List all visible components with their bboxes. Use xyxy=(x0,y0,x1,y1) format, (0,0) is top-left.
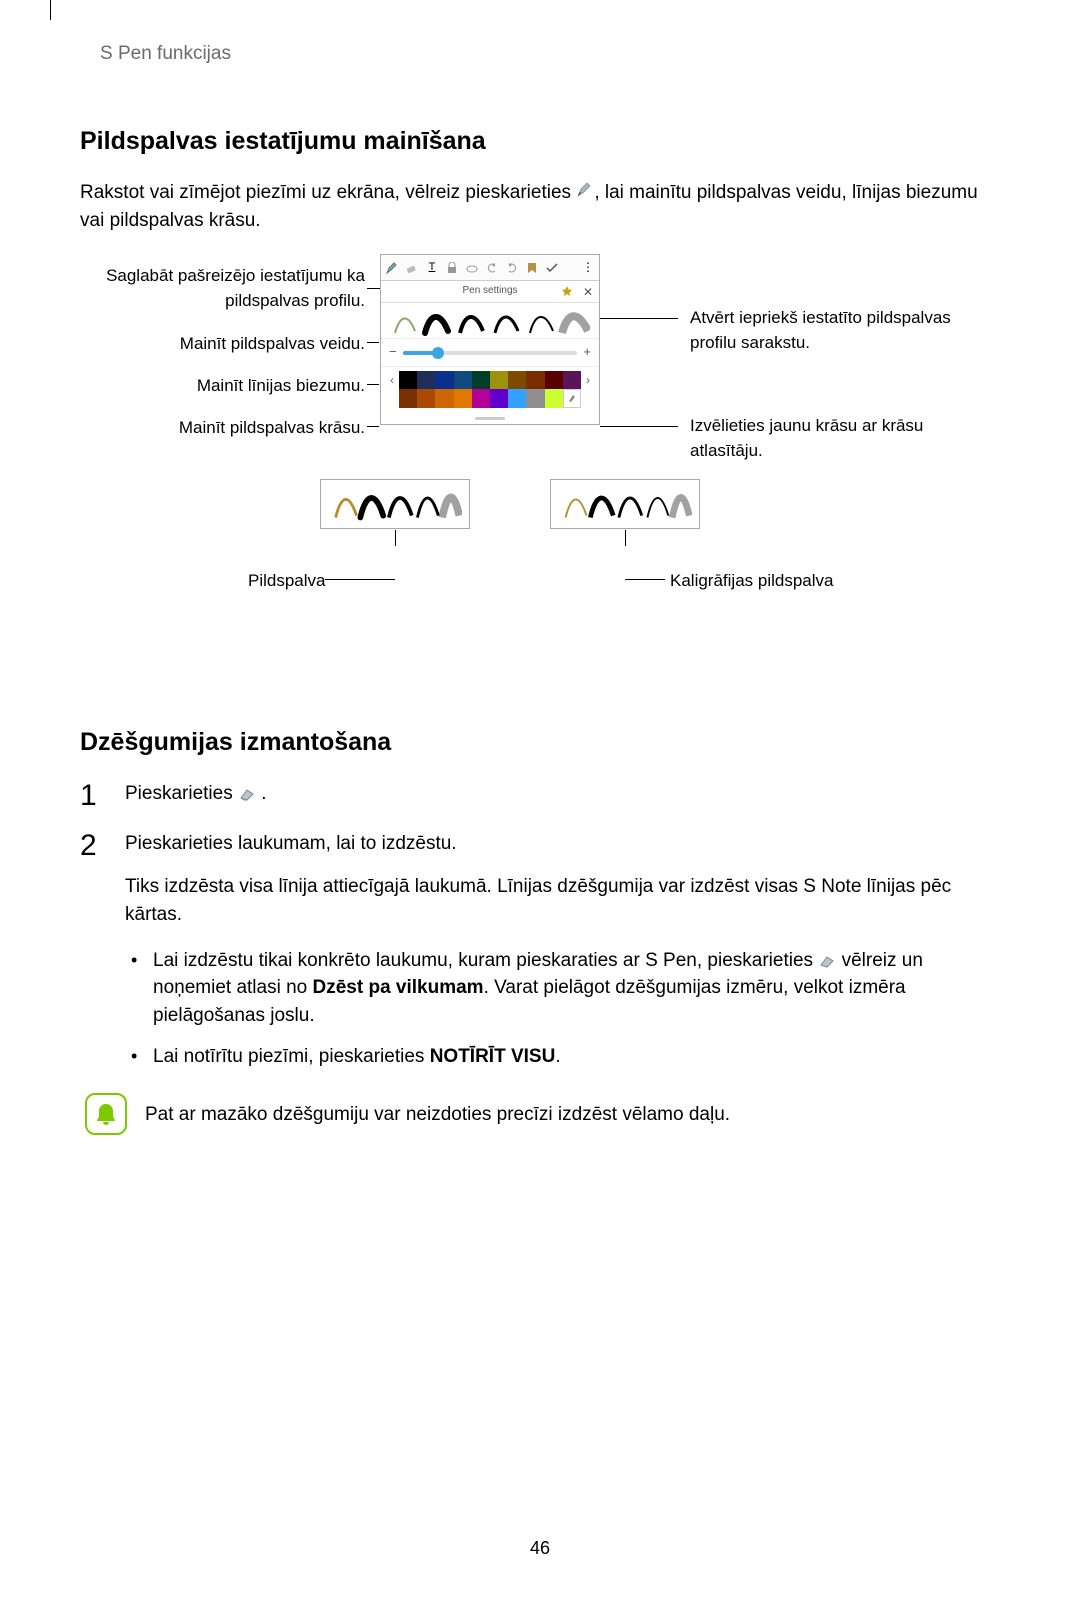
thickness-slider[interactable] xyxy=(403,351,578,355)
step2-paragraph: Tiks izdzēsta visa līnija attiecīgajā la… xyxy=(125,873,1000,928)
section1-paragraph: Rakstot vai zīmējot piezīmi uz ekrāna, v… xyxy=(80,179,1000,234)
color-swatch[interactable] xyxy=(526,389,544,407)
page-number: 46 xyxy=(80,1535,1000,1561)
step-2: Pieskarieties laukumam, lai to izdzēstu.… xyxy=(80,830,1000,1071)
drag-handle[interactable] xyxy=(381,414,599,424)
color-swatch[interactable] xyxy=(472,371,490,389)
step2-line1: Pieskarieties laukumam, lai to izdzēstu. xyxy=(125,830,1000,858)
color-swatch[interactable] xyxy=(454,389,472,407)
bullet-2: Lai notīrītu piezīmi, pieskarieties NOTĪ… xyxy=(125,1043,1000,1071)
callout-line xyxy=(600,426,678,427)
label-open-profiles: Atvērt iepriekš iestatīto pildspalvas pr… xyxy=(690,306,1000,355)
regular-pen-label: Pildspalva xyxy=(248,569,326,594)
calligraphy-pen-label: Kaligrāfijas pildspalva xyxy=(670,569,833,594)
close-icon[interactable]: ✕ xyxy=(583,284,593,301)
pen-sample-labels: Pildspalva Kaligrāfijas pildspalva xyxy=(80,579,1000,699)
note-text: Pat ar mazāko dzēšgumiju var neizdoties … xyxy=(145,1093,730,1129)
callout-line xyxy=(367,342,379,343)
color-swatch[interactable] xyxy=(508,389,526,407)
thickness-slider-row: − + xyxy=(381,339,599,367)
panel-toolbar: T ⋮ xyxy=(381,255,599,281)
text-tool-icon[interactable]: T xyxy=(425,261,439,275)
color-swatch[interactable] xyxy=(490,389,508,407)
eraser-tool-icon[interactable] xyxy=(405,261,419,275)
pen-type-strokes xyxy=(390,305,590,337)
check-icon[interactable] xyxy=(545,261,559,275)
header-label: S Pen funkcijas xyxy=(100,40,1000,68)
section1-title: Pildspalvas iestatījumu mainīšana xyxy=(80,123,1000,159)
eraser-icon xyxy=(818,950,841,971)
pen-sample-regular xyxy=(320,479,470,529)
color-swatch[interactable] xyxy=(435,371,453,389)
step1-text-before: Pieskarieties xyxy=(125,783,238,804)
callout-line xyxy=(367,426,379,427)
label-change-color: Mainīt pildspalvas krāsu. xyxy=(179,416,365,441)
color-prev-button[interactable]: ‹ xyxy=(385,372,399,389)
bullet-1: Lai izdzēstu tikai konkrēto laukumu, kur… xyxy=(125,947,1000,1030)
color-swatch[interactable] xyxy=(472,389,490,407)
redo-icon[interactable] xyxy=(505,261,519,275)
color-swatch[interactable] xyxy=(454,371,472,389)
color-swatch[interactable] xyxy=(508,371,526,389)
page-margin-marker xyxy=(50,0,51,20)
pen-icon xyxy=(576,179,594,207)
pen-settings-title-row: Pen settings ✕ xyxy=(381,281,599,303)
color-picker-area: ‹ › xyxy=(381,367,599,413)
pen-sample-calligraphy xyxy=(550,479,700,529)
color-swatch[interactable] xyxy=(563,371,581,389)
label-choose-color: Izvēlieties jaunu krāsu ar krāsu atlasīt… xyxy=(690,414,1000,463)
pen-tool-icon[interactable] xyxy=(385,261,399,275)
section1-text-before: Rakstot vai zīmējot piezīmi uz ekrāna, v… xyxy=(80,182,576,203)
plus-button[interactable]: + xyxy=(583,343,591,362)
color-row-1 xyxy=(399,371,581,389)
note-row: Pat ar mazāko dzēšgumiju var neizdoties … xyxy=(85,1093,1000,1135)
callout-line xyxy=(600,318,678,319)
color-swatch[interactable] xyxy=(399,371,417,389)
cloud-icon[interactable] xyxy=(465,261,479,275)
save-icon[interactable] xyxy=(525,261,539,275)
color-row-2 xyxy=(399,389,581,407)
color-swatch[interactable] xyxy=(490,371,508,389)
callout-line xyxy=(367,384,379,385)
color-swatch[interactable] xyxy=(399,389,417,407)
color-swatch[interactable] xyxy=(526,371,544,389)
bullet2-before: Lai notīrītu piezīmi, pieskarieties xyxy=(153,1046,430,1067)
undo-icon[interactable] xyxy=(485,261,499,275)
bullet2-bold: NOTĪRĪT VISU xyxy=(430,1046,556,1067)
eraser-icon xyxy=(238,783,261,804)
callout-line xyxy=(625,530,626,546)
color-swatch[interactable] xyxy=(545,389,563,407)
bullet1-bold: Dzēst pa vilkumam xyxy=(313,977,484,998)
pen-settings-panel: T ⋮ Pen settings ✕ xyxy=(380,254,600,424)
steps-list: Pieskarieties . Pieskarieties laukumam, … xyxy=(80,780,1000,1070)
minus-button[interactable]: − xyxy=(389,343,397,362)
label-change-thickness: Mainīt līnijas biezumu. xyxy=(197,374,365,399)
lock-icon[interactable] xyxy=(445,261,459,275)
label-save-profile: Saglabāt pašreizējo iestatījumu ka pilds… xyxy=(80,264,365,313)
bullet2-tail: . xyxy=(555,1046,560,1067)
favorite-icon[interactable] xyxy=(561,285,573,303)
callout-line xyxy=(395,530,396,546)
color-swatch[interactable] xyxy=(545,371,563,389)
pen-types-row[interactable] xyxy=(381,303,599,339)
note-icon xyxy=(85,1093,127,1135)
page-content: S Pen funkcijas Pildspalvas iestatījumu … xyxy=(0,0,1080,1601)
section2-title: Dzēšgumijas izmantošana xyxy=(80,724,1000,760)
color-picker-button[interactable] xyxy=(563,389,581,407)
bullet1-before: Lai izdzēstu tikai konkrēto laukumu, kur… xyxy=(153,950,818,971)
step-1: Pieskarieties . xyxy=(80,780,1000,808)
color-swatch[interactable] xyxy=(417,389,435,407)
color-swatch[interactable] xyxy=(417,371,435,389)
pen-settings-diagram: Saglabāt pašreizējo iestatījumu ka pilds… xyxy=(80,254,1000,554)
more-icon[interactable]: ⋮ xyxy=(581,261,595,275)
color-swatch[interactable] xyxy=(435,389,453,407)
step2-sublist: Lai izdzēstu tikai konkrēto laukumu, kur… xyxy=(125,947,1000,1071)
color-next-button[interactable]: › xyxy=(581,372,595,389)
label-change-type: Mainīt pildspalvas veidu. xyxy=(180,332,365,357)
step1-text-after: . xyxy=(261,783,266,804)
